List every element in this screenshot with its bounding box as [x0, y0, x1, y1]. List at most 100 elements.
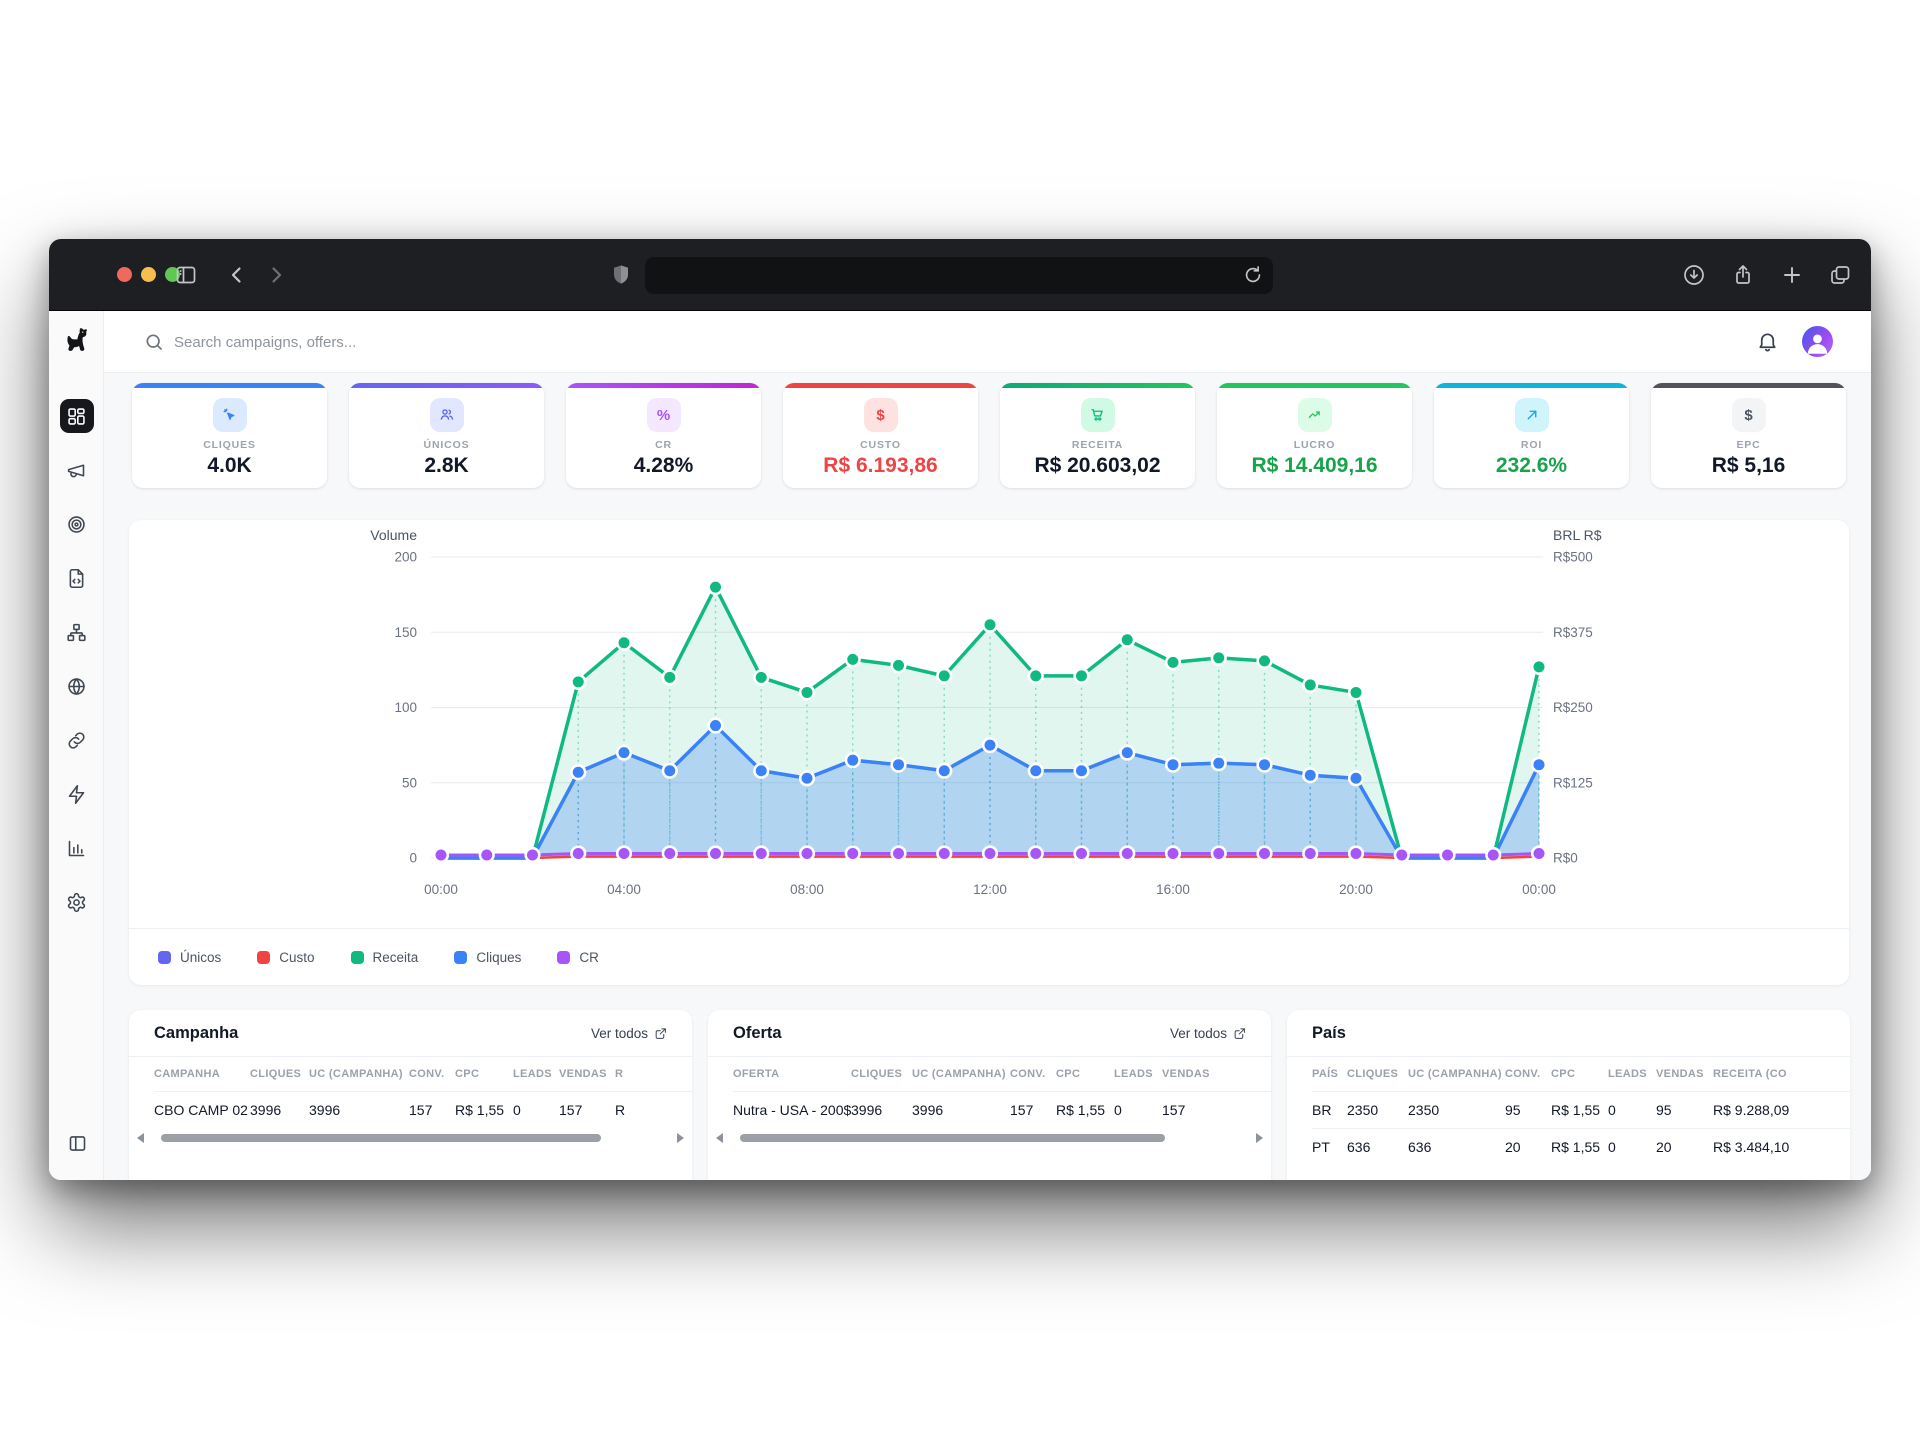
kpi-value: R$ 5,16: [1711, 454, 1786, 477]
close-button[interactable]: [117, 267, 132, 282]
kpi-value: 4.0K: [207, 454, 252, 477]
url-bar[interactable]: [645, 257, 1273, 294]
column-header: CLIQUES: [851, 1067, 903, 1080]
table-row[interactable]: Nutra - USA - 200$ 3996 3996 157 R$ 1,55 0 157: [733, 1090, 1271, 1128]
column-header: LEADS: [1114, 1067, 1153, 1080]
scroll-left-arrow[interactable]: [137, 1133, 144, 1143]
table-cell: 0: [1114, 1090, 1162, 1128]
legend-item-receita[interactable]: Receita: [350, 950, 418, 965]
sidebar-item-offers-target[interactable]: [60, 507, 94, 541]
column-header: CPC: [1056, 1067, 1081, 1080]
app-logo-dog[interactable]: [62, 326, 92, 356]
legend-item-cliques[interactable]: Cliques: [454, 950, 521, 965]
svg-text:R$125: R$125: [1553, 775, 1593, 790]
collapse-panel-icon[interactable]: [60, 1126, 94, 1160]
tab-overview-icon[interactable]: [1828, 263, 1852, 287]
kpi-value: 2.8K: [424, 454, 469, 477]
kpi-card-cr[interactable]: % CR 4.28%: [566, 383, 761, 488]
scrollbar-thumb[interactable]: [161, 1134, 601, 1142]
column-header: VENDAS: [1656, 1067, 1704, 1080]
kpi-card-roi[interactable]: ROI 232.6%: [1434, 383, 1629, 488]
sidebar-item-automation-zap[interactable]: [60, 777, 94, 811]
table-card-header: Campanha Ver todos: [129, 1010, 692, 1057]
kpi-accent-bar: [349, 383, 544, 388]
column-header: CLIQUES: [250, 1067, 302, 1080]
table-title: País: [1312, 1023, 1346, 1042]
scroll-left-arrow[interactable]: [716, 1133, 723, 1143]
column-header: CPC: [455, 1067, 480, 1080]
table-row[interactable]: PT 636 636 20 R$ 1,55 0 20 R$ 3.484,10: [1312, 1127, 1850, 1165]
table-cell: 3996: [309, 1090, 409, 1128]
browser-window: CLIQUES 4.0K ÚNICOS 2.8K% CR 4.28% $ CUSTO R$ 6.…: [49, 239, 1871, 1180]
minimize-button[interactable]: [141, 267, 156, 282]
svg-text:200: 200: [394, 550, 417, 565]
chrome-sidebar-toggle-icon[interactable]: [174, 263, 198, 287]
table-cell: CBO CAMP 02: [154, 1090, 250, 1128]
downloads-icon[interactable]: [1682, 263, 1706, 287]
trend-up-icon: [1297, 398, 1332, 432]
horizontal-scrollbar[interactable]: [716, 1130, 1263, 1146]
kpi-card-custo[interactable]: $ CUSTO R$ 6.193,86: [783, 383, 978, 488]
legend-item-custo[interactable]: Custo: [257, 950, 315, 965]
column-header: R: [615, 1067, 624, 1080]
table-row[interactable]: CBO CAMP 02 3996 3996 157 R$ 1,55 0 157 R: [154, 1090, 692, 1128]
sidebar-item-funnel-network[interactable]: [60, 615, 94, 649]
kpi-card-únicos[interactable]: ÚNICOS 2.8K: [349, 383, 544, 488]
table-cell: 0: [513, 1090, 559, 1128]
sidebar-item-settings-gear[interactable]: [60, 885, 94, 919]
sidebar-item-dashboard[interactable]: [59, 399, 94, 433]
back-icon[interactable]: [225, 263, 249, 287]
notifications-bell-icon[interactable]: [1756, 330, 1779, 353]
reload-icon[interactable]: [1242, 264, 1264, 286]
reports-bar-chart-icon: [66, 838, 87, 859]
ver-todos-link[interactable]: Ver todos: [1170, 1026, 1246, 1041]
table-cell: 3996: [250, 1090, 309, 1128]
table-card-país: País PAÍS CLIQUES UC (CAMPANHA) CONV. CPC LEAD…: [1287, 1010, 1850, 1180]
forward-icon[interactable]: [264, 263, 288, 287]
table-cell: R: [615, 1090, 692, 1128]
data-table: PAÍS CLIQUES UC (CAMPANHA) CONV. CPC LEADS VEN…: [1312, 1057, 1850, 1165]
search-input[interactable]: [174, 327, 594, 357]
kpi-card-cliques[interactable]: CLIQUES 4.0K: [132, 383, 327, 488]
kpi-value: 4.28%: [633, 454, 694, 477]
zoom-button[interactable]: [165, 267, 180, 282]
scroll-right-arrow[interactable]: [677, 1133, 684, 1143]
table-cell: 157: [409, 1090, 455, 1128]
user-avatar[interactable]: [1802, 326, 1833, 357]
kpi-accent-bar: [1651, 383, 1846, 388]
kpi-card-epc[interactable]: $ EPC R$ 5,16: [1651, 383, 1846, 488]
sidebar-item-domains-globe[interactable]: [60, 669, 94, 703]
svg-text:12:00: 12:00: [973, 882, 1007, 897]
column-header: UC (CAMPANHA): [912, 1067, 1006, 1080]
kpi-card-lucro[interactable]: LUCRO R$ 14.409,16: [1217, 383, 1412, 488]
new-tab-icon[interactable]: [1780, 263, 1804, 287]
sidebar-item-reports-bar-chart[interactable]: [60, 831, 94, 865]
column-header: CONV.: [1010, 1067, 1046, 1080]
sidebar-item-tracking-links[interactable]: [60, 723, 94, 757]
search-icon: [144, 332, 164, 352]
tracking-links-icon: [66, 730, 87, 751]
horizontal-scrollbar[interactable]: [137, 1130, 684, 1146]
privacy-shield-icon[interactable]: [609, 263, 633, 287]
volume-brl-chart[interactable]: 0 R$0 50 R$125 100 R$250 150 R$375 200 R$500 Volum…: [129, 520, 1849, 925]
column-header: CONV.: [409, 1067, 445, 1080]
share-icon[interactable]: [1731, 263, 1755, 287]
ver-todos-link[interactable]: Ver todos: [591, 1026, 667, 1041]
scroll-right-arrow[interactable]: [1256, 1133, 1263, 1143]
sidebar-item-campaigns-megaphone[interactable]: [60, 453, 94, 487]
sidebar-item-landing-page-code[interactable]: [60, 561, 94, 595]
kpi-card-receita[interactable]: RECEITA R$ 20.603,02: [1000, 383, 1195, 488]
kpi-label: ROI: [1520, 439, 1543, 451]
legend-item-cr[interactable]: CR: [557, 950, 599, 965]
column-header: VENDAS: [559, 1067, 607, 1080]
svg-text:08:00: 08:00: [790, 882, 824, 897]
kpi-label: CR: [655, 439, 672, 451]
svg-text:Volume: Volume: [370, 527, 417, 543]
table-cell: R$ 9.288,09: [1713, 1090, 1850, 1128]
dashboard-icon: [66, 406, 87, 427]
external-link-icon: [1233, 1027, 1246, 1040]
app-topbar: [104, 311, 1871, 373]
table-row[interactable]: BR 2350 2350 95 R$ 1,55 0 95 R$ 9.288,09: [1312, 1090, 1850, 1128]
legend-item-únicos[interactable]: Únicos: [158, 950, 221, 965]
scrollbar-thumb[interactable]: [740, 1134, 1165, 1142]
